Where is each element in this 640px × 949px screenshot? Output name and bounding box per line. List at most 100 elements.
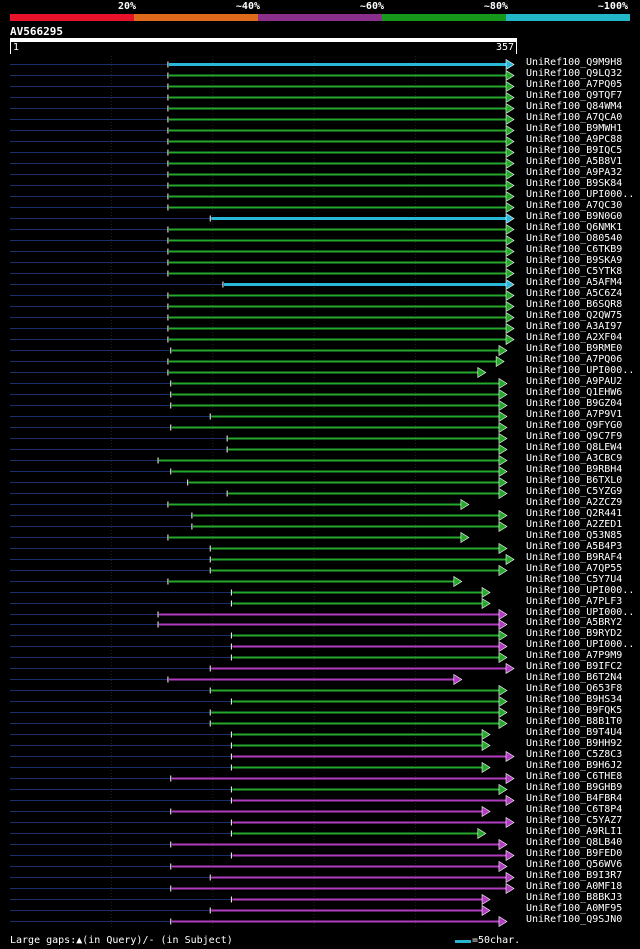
hit-label[interactable]: UniRef100_Q2QW75 (526, 310, 623, 321)
hit-label[interactable]: UniRef100_A7PQ05 (526, 79, 623, 90)
hit-label[interactable]: UniRef100_A7P9V1 (526, 409, 623, 420)
hit-label[interactable]: UniRef100_A2ZED1 (526, 519, 623, 530)
hit-label[interactable]: UniRef100_Q84WM4 (526, 101, 623, 112)
hit-label[interactable]: UniRef100_B9IQC5 (526, 145, 623, 156)
hit-label[interactable]: UniRef100_C6TKB9 (526, 244, 623, 255)
hit-arrow (505, 168, 515, 181)
scale-bar (455, 940, 471, 943)
hit-label[interactable]: UniRef100_A9RLI1 (526, 826, 623, 837)
hit-label[interactable]: UniRef100_B9FED0 (526, 848, 623, 859)
hit-label[interactable]: UniRef100_B9SKA9 (526, 255, 623, 266)
hit-arrow (498, 684, 508, 697)
legend-label: 20% (117, 1, 136, 12)
legend-labels: 20% ~40% ~60% ~80% ~100% (10, 0, 630, 14)
hit-label[interactable]: UniRef100_A7PQ06 (526, 354, 623, 365)
hit-arrow (498, 629, 508, 642)
hit-label[interactable]: UniRef100_UPI000.. (526, 639, 635, 650)
hit-label[interactable]: UniRef100_Q8LB40 (526, 837, 623, 848)
hit-label[interactable]: UniRef100_C5Z8C3 (526, 749, 623, 760)
hit-label[interactable]: UniRef100_B9RAF4 (526, 552, 623, 563)
hit-label[interactable]: UniRef100_UPI000.. (526, 607, 635, 618)
hit-arrow (498, 640, 508, 653)
hit-label[interactable]: UniRef100_O80540 (526, 233, 623, 244)
hit-label[interactable]: UniRef100_A5AFM4 (526, 277, 623, 288)
hit-label[interactable]: UniRef100_Q9TQF7 (526, 90, 623, 101)
hit-label[interactable]: UniRef100_B9RBH4 (526, 464, 623, 475)
hit-label[interactable]: UniRef100_B9IFC2 (526, 661, 623, 672)
hit-label[interactable]: UniRef100_A3CBC9 (526, 453, 623, 464)
hit-label[interactable]: UniRef100_Q8LEW4 (526, 442, 623, 453)
hit-label[interactable]: UniRef100_A3AI97 (526, 321, 623, 332)
hit-label[interactable]: UniRef100_Q9FYG0 (526, 420, 623, 431)
hit-label[interactable]: UniRef100_B9MWH1 (526, 123, 623, 134)
hit-label[interactable]: UniRef100_B9GZ04 (526, 398, 623, 409)
hit-label[interactable]: UniRef100_A5BRY2 (526, 617, 623, 628)
hit-label[interactable]: UniRef100_A5C6Z4 (526, 288, 623, 299)
hit-label[interactable]: UniRef100_A9PAU2 (526, 376, 623, 387)
hit-label[interactable]: UniRef100_B9HH92 (526, 738, 623, 749)
hit-label[interactable]: UniRef100_B9T4U4 (526, 727, 623, 738)
hit-label[interactable]: UniRef100_B4FBR4 (526, 793, 623, 804)
gap-legend: Large gaps:▲(in Query)/- (in Subject) (10, 935, 233, 946)
hit-label[interactable]: UniRef100_B8B1T0 (526, 716, 623, 727)
hit-label[interactable]: UniRef100_B9SK84 (526, 178, 623, 189)
hit-label[interactable]: UniRef100_A7P9M9 (526, 650, 623, 661)
hit-label[interactable]: UniRef100_Q6NMK1 (526, 222, 623, 233)
legend-segment (10, 14, 134, 21)
hit-label[interactable]: UniRef100_C5YZG9 (526, 486, 623, 497)
hit-arrow (495, 355, 505, 368)
hit-label[interactable]: UniRef100_A7QC30 (526, 200, 623, 211)
hit-label[interactable]: UniRef100_A9PC88 (526, 134, 623, 145)
hit-label[interactable]: UniRef100_C5YAZ7 (526, 815, 623, 826)
hit-label[interactable]: UniRef100_B9FQK5 (526, 705, 623, 716)
hit-arrow (505, 278, 515, 291)
hit-label[interactable]: UniRef100_A7PLF3 (526, 596, 623, 607)
hit-label[interactable]: UniRef100_B9RYD2 (526, 628, 623, 639)
hit-label[interactable]: UniRef100_B9H6J2 (526, 760, 623, 771)
hit-label[interactable]: UniRef100_B6TXL0 (526, 475, 623, 486)
hit-label[interactable]: UniRef100_A7QP55 (526, 563, 623, 574)
hit-label[interactable]: UniRef100_B9GHB9 (526, 782, 623, 793)
hit-label[interactable]: UniRef100_Q9LQ32 (526, 68, 623, 79)
hit-label[interactable]: UniRef100_A9PA32 (526, 167, 623, 178)
hit-label[interactable]: UniRef100_Q9M9H8 (526, 57, 623, 68)
hit-arrow (453, 673, 463, 686)
hit-label[interactable]: UniRef100_A0MF18 (526, 881, 623, 892)
hit-label[interactable]: UniRef100_Q9SJN0 (526, 914, 623, 925)
hit-label[interactable]: UniRef100_C5YTK8 (526, 266, 623, 277)
hit-arrow (460, 531, 470, 544)
hit-label[interactable]: UniRef100_A5B8V1 (526, 156, 623, 167)
hit-label[interactable]: UniRef100_B6T2N4 (526, 672, 623, 683)
hit-arrow (498, 421, 508, 434)
hit-label[interactable]: UniRef100_C6T8P4 (526, 804, 623, 815)
hit-label[interactable]: UniRef100_A0MF95 (526, 903, 623, 914)
hit-label[interactable]: UniRef100_A5B4P3 (526, 541, 623, 552)
hit-label[interactable]: UniRef100_Q1EHW6 (526, 387, 623, 398)
hit-label[interactable]: UniRef100_B8BKJ3 (526, 892, 623, 903)
hit-arrow (477, 827, 487, 840)
hit-label[interactable]: UniRef100_C5Y7U4 (526, 574, 623, 585)
hit-label[interactable]: UniRef100_A2XF04 (526, 332, 623, 343)
hit-label[interactable]: UniRef100_B9N0G0 (526, 211, 623, 222)
hit-label[interactable]: UniRef100_Q2R441 (526, 508, 623, 519)
hit-label[interactable]: UniRef100_UPI000.. (526, 189, 635, 200)
hit-label[interactable]: UniRef100_Q653F8 (526, 683, 623, 694)
hit-label[interactable]: UniRef100_UPI000.. (526, 365, 635, 376)
hit-label[interactable]: UniRef100_Q53N85 (526, 530, 623, 541)
hit-arrow (498, 783, 508, 796)
hit-label[interactable]: UniRef100_Q9C7F9 (526, 431, 623, 442)
hit-label[interactable]: UniRef100_Q56WV6 (526, 859, 623, 870)
hit-label[interactable]: UniRef100_A2ZCZ9 (526, 497, 623, 508)
hit-arrow (498, 706, 508, 719)
hit-label[interactable]: UniRef100_B9HS34 (526, 694, 623, 705)
hit-label[interactable]: UniRef100_B9RME0 (526, 343, 623, 354)
hit-arrow (505, 234, 515, 247)
hit-label[interactable]: UniRef100_B6SQR8 (526, 299, 623, 310)
hit-arrow (498, 651, 508, 664)
hit-label[interactable]: UniRef100_C6THE8 (526, 771, 623, 782)
hit-label[interactable]: UniRef100_A7QCA0 (526, 112, 623, 123)
hit-arrow (505, 311, 515, 324)
hit-label[interactable]: UniRef100_UPI000.. (526, 585, 635, 596)
hit-label[interactable]: UniRef100_B9I3R7 (526, 870, 623, 881)
hit-arrow (481, 586, 491, 599)
